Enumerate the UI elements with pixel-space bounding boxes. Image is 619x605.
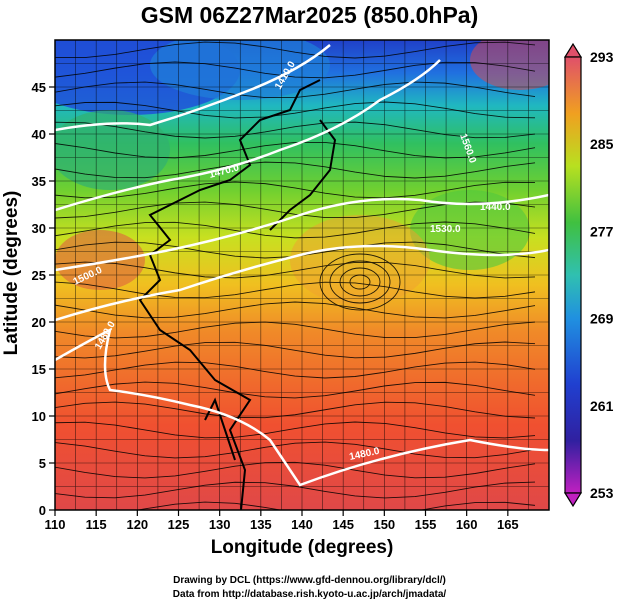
colorbar-body [564, 56, 582, 494]
x-tick-label: 120 [126, 517, 148, 532]
y-axis-ticks: 0 5 10 15 20 25 30 35 40 45 [32, 80, 55, 518]
x-tick-label: 125 [168, 517, 190, 532]
contour-line [55, 44, 331, 132]
y-tick-label: 35 [32, 174, 46, 189]
x-tick-label: 160 [456, 517, 478, 532]
streamline [55, 481, 536, 499]
streamline [55, 421, 536, 439]
y-tick-label: 20 [32, 315, 46, 330]
y-tick-label: 30 [32, 221, 46, 236]
x-tick-label: 115 [86, 517, 107, 532]
x-tick-label: 145 [332, 517, 354, 532]
x-axis-label: Longitude (degrees) [210, 537, 394, 558]
x-tick-label: 150 [373, 517, 395, 532]
y-axis-label: Latitude (degrees) [1, 190, 22, 356]
streamline [55, 281, 536, 299]
streamline [55, 381, 536, 399]
streamline [55, 161, 536, 179]
contour-label: 1530.0 [430, 224, 461, 235]
x-axis-ticks: 110 115 120 125 130 135 140 145 150 155 160 165 [45, 510, 519, 532]
colorbar-bottom-arrow [563, 492, 583, 508]
y-tick-label: 45 [32, 80, 46, 95]
streamline [55, 181, 536, 199]
vortex-ring [339, 267, 381, 297]
streamline [55, 341, 536, 359]
streamline [55, 321, 536, 339]
y-tick-label: 25 [32, 268, 46, 283]
x-tick-label: 165 [497, 517, 519, 532]
streamline [55, 101, 536, 119]
streamline [55, 221, 536, 239]
contour-label: 1440.0 [480, 202, 511, 213]
x-tick-label: 135 [250, 517, 272, 532]
contour-line [55, 244, 549, 322]
colorbar-tick-label: 285 [590, 136, 614, 152]
wind-streamlines [55, 41, 536, 510]
vortex-ring [329, 260, 391, 304]
contour-line [55, 59, 441, 212]
contour-line [55, 327, 549, 487]
grid-lines [55, 40, 549, 510]
y-tick-label: 5 [39, 456, 46, 471]
colorbar-top-arrow [563, 42, 583, 58]
streamline [55, 361, 536, 379]
y-tick-label: 0 [39, 503, 46, 518]
x-tick-label: 155 [415, 517, 437, 532]
x-tick-label: 130 [209, 517, 231, 532]
streamline [55, 301, 536, 319]
streamline [55, 61, 536, 79]
x-tick-label: 140 [291, 517, 313, 532]
colorbar-tick-label: 293 [590, 49, 614, 65]
chart-title: GSM 06Z27Mar2025 (850.0hPa) [140, 2, 479, 28]
credit-data-source: Data from http://database.rish.kyoto-u.a… [172, 589, 447, 600]
streamline [55, 261, 536, 279]
streamline [55, 81, 536, 99]
streamline [55, 501, 536, 510]
colorbar-tick-label: 269 [590, 311, 614, 327]
streamline [55, 441, 536, 459]
vortex-ring [319, 253, 401, 311]
y-tick-label: 10 [32, 409, 46, 424]
x-tick-label: 110 [45, 517, 66, 532]
streamline [55, 461, 536, 479]
colorbar-tick-label: 261 [590, 398, 614, 414]
streamline [55, 41, 536, 59]
credit-dcl: Drawing by DCL (https://www.gfd-dennou.o… [173, 575, 446, 586]
y-tick-label: 40 [32, 127, 46, 142]
streamline [55, 121, 536, 139]
colorbar-tick-label: 277 [590, 223, 614, 239]
colorbar-tick-label: 253 [590, 485, 614, 501]
streamline [55, 241, 536, 259]
y-tick-label: 15 [32, 362, 46, 377]
colorbar: 293 285 277 269 261 253 [563, 42, 614, 508]
contour-line [55, 193, 549, 272]
